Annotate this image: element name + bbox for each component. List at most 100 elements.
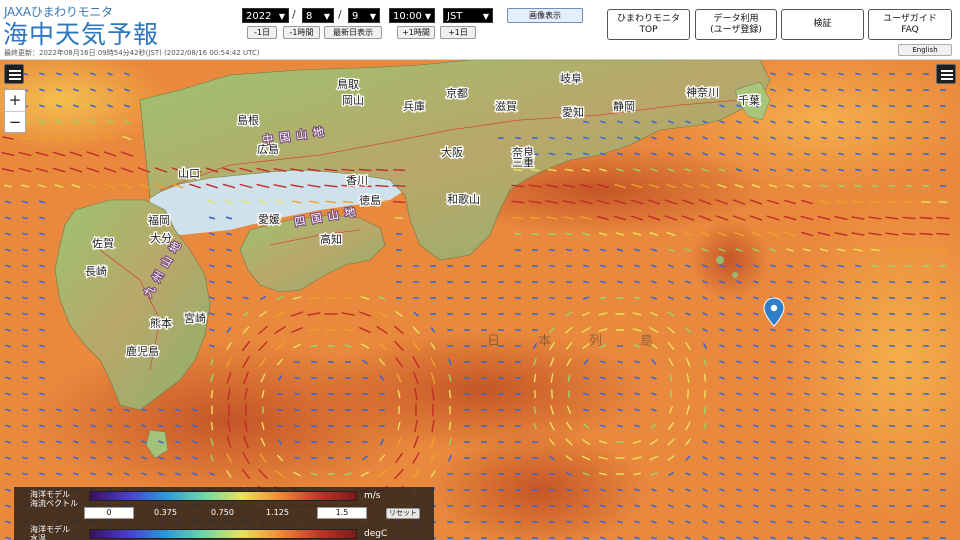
layer-menu-button[interactable] [4, 64, 24, 84]
settings-menu-button[interactable] [936, 64, 956, 84]
current-vector-arrow [583, 392, 589, 396]
himawari-top-link[interactable]: ひまわりモニタ TOP [607, 9, 690, 40]
current-vector-arrow [749, 199, 763, 205]
latest-day-button[interactable]: 最新日表示 [324, 26, 382, 39]
current-vector-arrow [259, 310, 267, 317]
current-vector-arrow [73, 440, 79, 444]
current-vector-arrow [804, 504, 810, 508]
brand-subtitle[interactable]: JAXAひまわりモニタ [4, 5, 113, 19]
prev-hour-button[interactable]: -1時間 [283, 26, 320, 39]
current-vector-arrow [803, 248, 811, 252]
current-vector-arrow [719, 280, 725, 284]
current-vector-arrow [566, 471, 572, 477]
current-vector-arrow [172, 183, 184, 189]
current-vector-arrow [855, 312, 861, 316]
current-vector-arrow [243, 311, 249, 317]
current-vector-arrow [273, 184, 287, 188]
current-vector-arrow [583, 280, 589, 284]
current-vector-arrow [787, 120, 793, 124]
current-vector-arrow [258, 325, 268, 335]
chevron-down-icon: ▼ [323, 12, 330, 21]
prefecture-label: 熊本 [150, 316, 172, 330]
current-vector-arrow [650, 311, 658, 317]
current-vector-arrow [583, 520, 589, 524]
current-vector-arrow [702, 328, 708, 332]
current-vector-arrow [307, 312, 321, 316]
current-vector-arrow [531, 152, 539, 156]
english-button[interactable]: English [898, 44, 952, 56]
next-day-button[interactable]: +1日 [440, 26, 476, 39]
current-vector-arrow [718, 168, 726, 172]
zoom-in-button[interactable]: + [8, 91, 22, 109]
current-vector-arrow [905, 184, 913, 188]
current-vector-arrow [703, 373, 707, 383]
current-vector-arrow [378, 454, 386, 462]
validation-link[interactable]: 検証 [781, 9, 864, 40]
current-vector-arrow [273, 168, 287, 172]
page-title[interactable]: 海中天気予報 [3, 20, 160, 49]
prev-day-button[interactable]: -1日 [247, 26, 277, 39]
current-vector-arrow [598, 328, 608, 332]
current-vector-arrow [243, 371, 249, 385]
chevron-down-icon: ▼ [369, 12, 376, 21]
current-vector-arrow [838, 88, 844, 92]
current-vector-arrow [770, 424, 776, 428]
current-vector-arrow [582, 152, 590, 156]
current-vector-arrow [736, 456, 742, 460]
min-value-input[interactable]: 0 [84, 507, 134, 519]
prefecture-label: 高知 [320, 232, 342, 246]
current-vector-arrow [294, 456, 300, 460]
current-vector-arrow [871, 296, 879, 300]
current-vector-arrow [872, 408, 878, 412]
current-vector-arrow [226, 342, 232, 350]
current-vector-arrow [597, 215, 609, 221]
current-vector-arrow [310, 456, 318, 460]
month-select[interactable]: 8 ▼ [302, 8, 334, 23]
current-vector-arrow [702, 504, 708, 508]
current-vector-arrow [90, 72, 96, 76]
current-vector-arrow [872, 488, 878, 492]
current-vector-arrow [821, 72, 827, 76]
current-vector-arrow [786, 248, 794, 252]
map-view[interactable]: 鳥取 島根 岡山 兵庫 京都 滋賀 岐阜 愛知 静岡 神奈川 千葉 広島 山口 大阪 奈良 三重 香川 愛媛 徳島高… [0, 60, 960, 540]
image-display-button[interactable]: 画像表示 [507, 8, 583, 23]
current-vector-arrow [650, 168, 658, 172]
current-vector-arrow [549, 536, 555, 540]
current-vector-arrow [274, 326, 286, 334]
user-guide-link[interactable]: ユーザガイド FAQ [868, 9, 952, 40]
location-marker-icon[interactable] [763, 297, 785, 327]
current-vector-arrow [753, 440, 759, 444]
reset-button[interactable]: リセット [386, 508, 420, 519]
current-vector-arrow [888, 440, 896, 444]
current-vector-arrow [668, 296, 674, 300]
current-vector-arrow [107, 104, 113, 108]
scale-tick: 0.750 [211, 508, 234, 517]
data-usage-link[interactable]: データ利用 (ユーザ登録) [695, 9, 777, 40]
current-vector-arrow [736, 520, 742, 524]
current-vector-arrow [615, 232, 625, 236]
current-vector-arrow [564, 168, 574, 172]
current-vector-arrow [719, 488, 725, 492]
timezone-select[interactable]: JST ▼ [443, 8, 493, 23]
current-vector-arrow [617, 264, 623, 268]
next-hour-button[interactable]: +1時間 [397, 26, 435, 39]
current-vector-arrow [226, 264, 232, 268]
day-select[interactable]: 9 ▼ [348, 8, 380, 23]
current-vector-arrow [719, 536, 725, 540]
current-vector-arrow [668, 120, 674, 124]
current-vector-arrow [787, 376, 793, 380]
current-vector-arrow [838, 392, 844, 396]
zoom-out-button[interactable]: − [5, 111, 25, 132]
prefecture-label: 島根 [237, 113, 259, 127]
current-vector-arrow [430, 453, 436, 463]
ocean-warm-zone [310, 330, 650, 450]
current-vector-arrow [392, 200, 406, 204]
current-vector-arrow [872, 328, 878, 332]
max-value-input[interactable]: 1.5 [317, 507, 367, 519]
current-vector-arrow [222, 167, 236, 173]
time-select[interactable]: 10:00 ▼ [389, 8, 435, 23]
current-vector-arrow [702, 342, 708, 350]
current-vector-arrow [617, 136, 623, 140]
year-select[interactable]: 2022 ▼ [242, 8, 289, 23]
